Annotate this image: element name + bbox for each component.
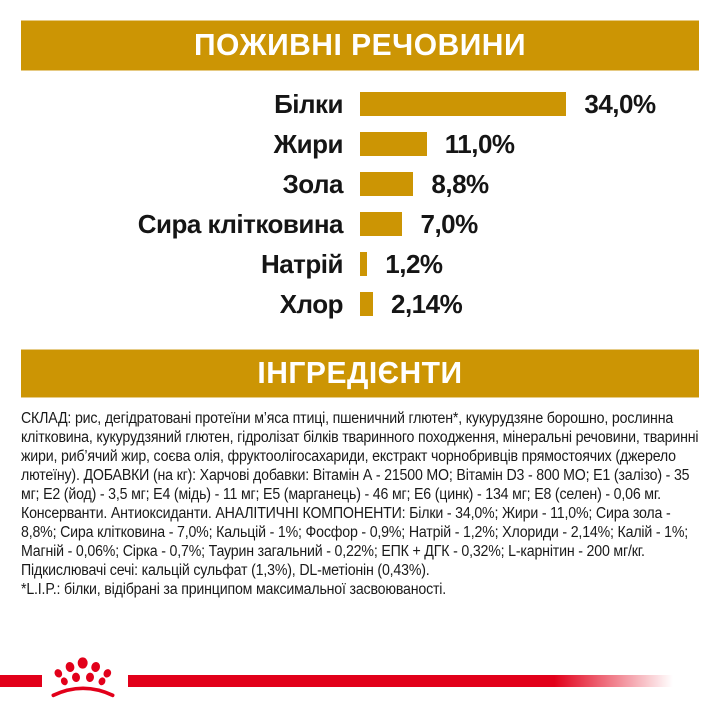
chart-category-label: Сира клітковина [137, 208, 344, 239]
chart-row: Білки 34,0% [0, 84, 720, 124]
chart-row: Жири 11,0% [0, 124, 720, 164]
nutrients-section-header: ПОЖИВНІ РЕЧОВИНИ [21, 20, 699, 71]
brand-stripe-left [0, 675, 42, 687]
chart-value-label: 1,2% [385, 248, 443, 279]
chart-row: Хлор 2,14% [0, 284, 720, 324]
ingredients-section-header: ІНГРЕДІЄНТИ [21, 349, 699, 398]
chart-bar [360, 212, 403, 236]
brand-stripe-right [128, 675, 720, 687]
chart-value-label: 2,14% [390, 288, 463, 319]
chart-category-label: Білки [274, 88, 343, 119]
ingredients-text-block: СКЛАД: рис, дегідратовані протеїни м’яса… [21, 409, 711, 599]
ingredients-paragraph: Підкислювачі сечі: кальцій сульфат (1,3%… [21, 562, 430, 579]
chart-category-label: Зола [282, 168, 344, 199]
chart-value-label: 7,0% [420, 208, 478, 239]
chart-value-label: 34,0% [584, 88, 656, 119]
chart-category-label: Натрій [260, 248, 344, 279]
chart-bar [360, 292, 373, 316]
royal-canin-crown-logo-icon [51, 657, 115, 698]
chart-category-label: Хлор [279, 288, 344, 319]
nutrients-section-title: ПОЖИВНІ РЕЧОВИНИ [193, 28, 527, 62]
chart-category-label: Жири [273, 128, 344, 159]
ingredients-paragraph: СКЛАД: рис, дегідратовані протеїни м’яса… [21, 410, 699, 560]
ingredients-paragraph: *L.I.P.: білки, відібрані за принципом м… [21, 581, 447, 598]
chart-bar [360, 252, 368, 276]
chart-bar [360, 172, 414, 196]
chart-row: Сира клітковина 7,0% [0, 204, 720, 244]
chart-bar [360, 132, 427, 156]
chart-value-label: 8,8% [431, 168, 489, 199]
chart-bar [360, 92, 567, 116]
ingredients-text: СКЛАД: рис, дегідратовані протеїни м’яса… [21, 409, 705, 599]
chart-value-label: 11,0% [444, 128, 515, 159]
nutrients-chart: Білки 34,0% Жири 11,0% Зола 8,8% Сира кліткови… [0, 84, 720, 324]
chart-row: Зола 8,8% [0, 164, 720, 204]
ingredients-section-title: ІНГРЕДІЄНТИ [257, 356, 463, 390]
chart-row: Натрій 1,2% [0, 244, 720, 284]
